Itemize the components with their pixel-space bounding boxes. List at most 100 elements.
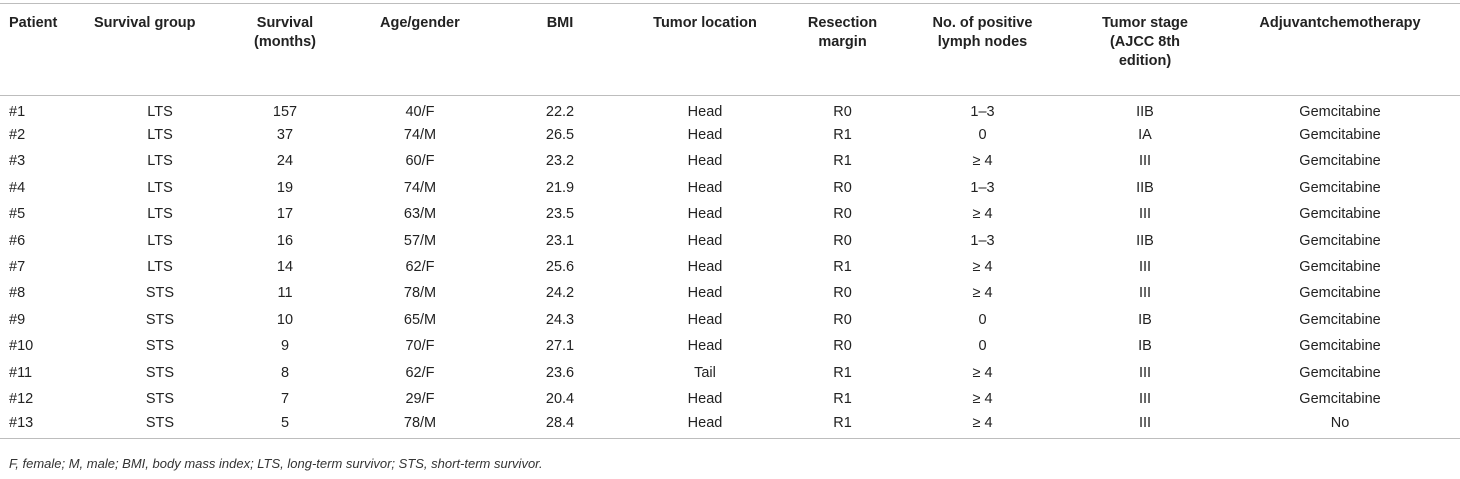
table-row: #6 LTS 16 57/M 23.1 Head R0 1–3 IIB Gemcitabine — [0, 227, 1460, 253]
table-row: #5 LTS 17 63/M 23.5 Head R0 ≥ 4 III Gemcitabine — [0, 201, 1460, 227]
cell-age-gender: 78/M — [403, 285, 437, 302]
cell-patient: #1 — [9, 103, 26, 120]
cell-tumor-stage: III — [1138, 153, 1152, 170]
cell-bmi: 23.5 — [545, 206, 575, 223]
cell-resection-margin: R0 — [833, 103, 852, 120]
table-row: #1 LTS 157 40/F 22.2 Head R0 1–3 IIB Gemcitabine — [0, 96, 1460, 122]
table-row: #7 LTS 14 62/F 25.6 Head R1 ≥ 4 III Gemcitabine — [0, 254, 1460, 280]
cell-survival: 14 — [276, 259, 294, 276]
cell-bmi: 23.2 — [545, 153, 575, 170]
cell-bmi: 23.6 — [545, 364, 575, 381]
header-bmi: BMI — [500, 3, 620, 96]
cell-positive-lymph-nodes: 1–3 — [970, 232, 995, 249]
cell-survival-group: STS — [90, 412, 230, 440]
cell-tumor-location: Head — [687, 179, 723, 196]
cell-patient: #2 — [9, 127, 26, 144]
table-row: #11 STS 8 62/F 23.6 Tail R1 ≥ 4 III Gemcitabine — [0, 359, 1460, 385]
cell-tumor-stage: IIB — [1136, 232, 1154, 249]
cell-bmi: 28.4 — [500, 412, 620, 440]
cell-tumor-stage: III — [1070, 412, 1220, 440]
cell-survival: 11 — [277, 285, 293, 302]
cell-positive-lymph-nodes: ≥ 4 — [972, 153, 993, 170]
header-age-gender: Age/gender — [340, 3, 500, 96]
table-footnote: F, female; M, male; BMI, body mass index… — [9, 456, 543, 471]
cell-resection-margin: R0 — [833, 338, 852, 355]
cell-survival: 9 — [280, 338, 290, 355]
cell-tumor-stage: III — [1138, 285, 1152, 302]
cell-positive-lymph-nodes: ≥ 4 — [895, 412, 1070, 440]
cell-patient: #11 — [9, 364, 33, 381]
cell-positive-lymph-nodes: 1–3 — [970, 179, 995, 196]
header-patient: Patient — [0, 3, 90, 96]
cell-positive-lymph-nodes: 1–3 — [970, 103, 995, 120]
cell-tumor-stage: III — [1138, 364, 1152, 381]
cell-tumor-location: Head — [687, 103, 723, 120]
cell-tumor-location: Head — [687, 390, 723, 407]
cell-survival-group: STS — [145, 390, 175, 407]
cell-survival-group: LTS — [147, 127, 173, 144]
patient-table: Patient Survival group Survival (months) … — [0, 3, 1460, 440]
cell-bmi: 22.2 — [545, 103, 575, 120]
cell-survival-group: LTS — [147, 153, 173, 170]
table-row: #10 STS 9 70/F 27.1 Head R0 0 IB Gemcitabine — [0, 333, 1460, 359]
header-positive-lymph-nodes: No. of positive lymph nodes — [895, 3, 1070, 96]
cell-survival-group: STS — [145, 285, 175, 302]
header-tumor-stage: Tumor stage (AJCC 8th edition) — [1070, 3, 1220, 96]
cell-patient: #13 — [0, 412, 90, 440]
cell-resection-margin: R1 — [833, 390, 852, 407]
cell-resection-margin: R1 — [833, 127, 852, 144]
cell-survival: 5 — [230, 412, 340, 440]
table-row: #8 STS 11 78/M 24.2 Head R0 ≥ 4 III Gemcitabine — [0, 280, 1460, 306]
cell-positive-lymph-nodes: ≥ 4 — [972, 206, 993, 223]
cell-positive-lymph-nodes: ≥ 4 — [972, 390, 993, 407]
cell-survival: 19 — [276, 179, 294, 196]
cell-bmi: 23.1 — [545, 232, 575, 249]
cell-age-gender: 78/M — [340, 412, 500, 440]
cell-bmi: 26.5 — [545, 127, 575, 144]
cell-survival: 10 — [276, 311, 294, 328]
cell-resection-margin: R0 — [833, 206, 852, 223]
cell-age-gender: 63/M — [403, 206, 437, 223]
cell-age-gender: 40/F — [405, 103, 435, 120]
cell-patient: #9 — [9, 311, 26, 328]
cell-survival-group: LTS — [147, 206, 173, 223]
cell-patient: #7 — [9, 259, 26, 276]
cell-tumor-stage: IIB — [1136, 103, 1154, 120]
cell-tumor-location: Head — [687, 285, 723, 302]
cell-tumor-location: Head — [687, 259, 723, 276]
cell-patient: #5 — [9, 206, 26, 223]
cell-tumor-stage: IB — [1138, 338, 1152, 355]
cell-patient: #8 — [9, 285, 26, 302]
cell-tumor-location: Head — [687, 232, 723, 249]
cell-tumor-stage: IA — [1138, 127, 1152, 144]
cell-tumor-location: Head — [687, 311, 723, 328]
cell-tumor-location: Head — [687, 338, 723, 355]
cell-age-gender: 74/M — [403, 127, 437, 144]
cell-resection-margin: R0 — [833, 179, 852, 196]
cell-age-gender: 74/M — [403, 179, 437, 196]
cell-tumor-location: Head — [687, 206, 723, 223]
cell-bmi: 27.1 — [545, 338, 575, 355]
cell-tumor-stage: III — [1138, 259, 1152, 276]
patient-table-container: Patient Survival group Survival (months) … — [0, 3, 1460, 440]
cell-patient: #4 — [9, 179, 26, 196]
cell-tumor-location: Head — [687, 127, 723, 144]
cell-positive-lymph-nodes: ≥ 4 — [972, 285, 993, 302]
cell-positive-lymph-nodes: 0 — [978, 311, 987, 328]
cell-adjuvant-chemotherapy: Gemcitabine — [1299, 311, 1381, 328]
cell-survival-group: STS — [145, 311, 175, 328]
cell-patient: #3 — [9, 153, 26, 170]
cell-resection-margin: R0 — [833, 285, 852, 302]
cell-survival: 8 — [280, 364, 290, 381]
cell-bmi: 24.3 — [545, 311, 575, 328]
cell-adjuvant-chemotherapy: Gemcitabine — [1299, 103, 1381, 120]
cell-tumor-location: Head — [687, 153, 723, 170]
header-tumor-location: Tumor location — [620, 3, 790, 96]
cell-adjuvant-chemotherapy: Gemcitabine — [1299, 127, 1381, 144]
cell-survival: 157 — [272, 103, 298, 120]
cell-adjuvant-chemotherapy: Gemcitabine — [1299, 179, 1381, 196]
cell-age-gender: 60/F — [405, 153, 435, 170]
cell-tumor-stage: III — [1138, 206, 1152, 223]
cell-survival-group: LTS — [147, 179, 173, 196]
cell-survival: 7 — [280, 390, 290, 407]
